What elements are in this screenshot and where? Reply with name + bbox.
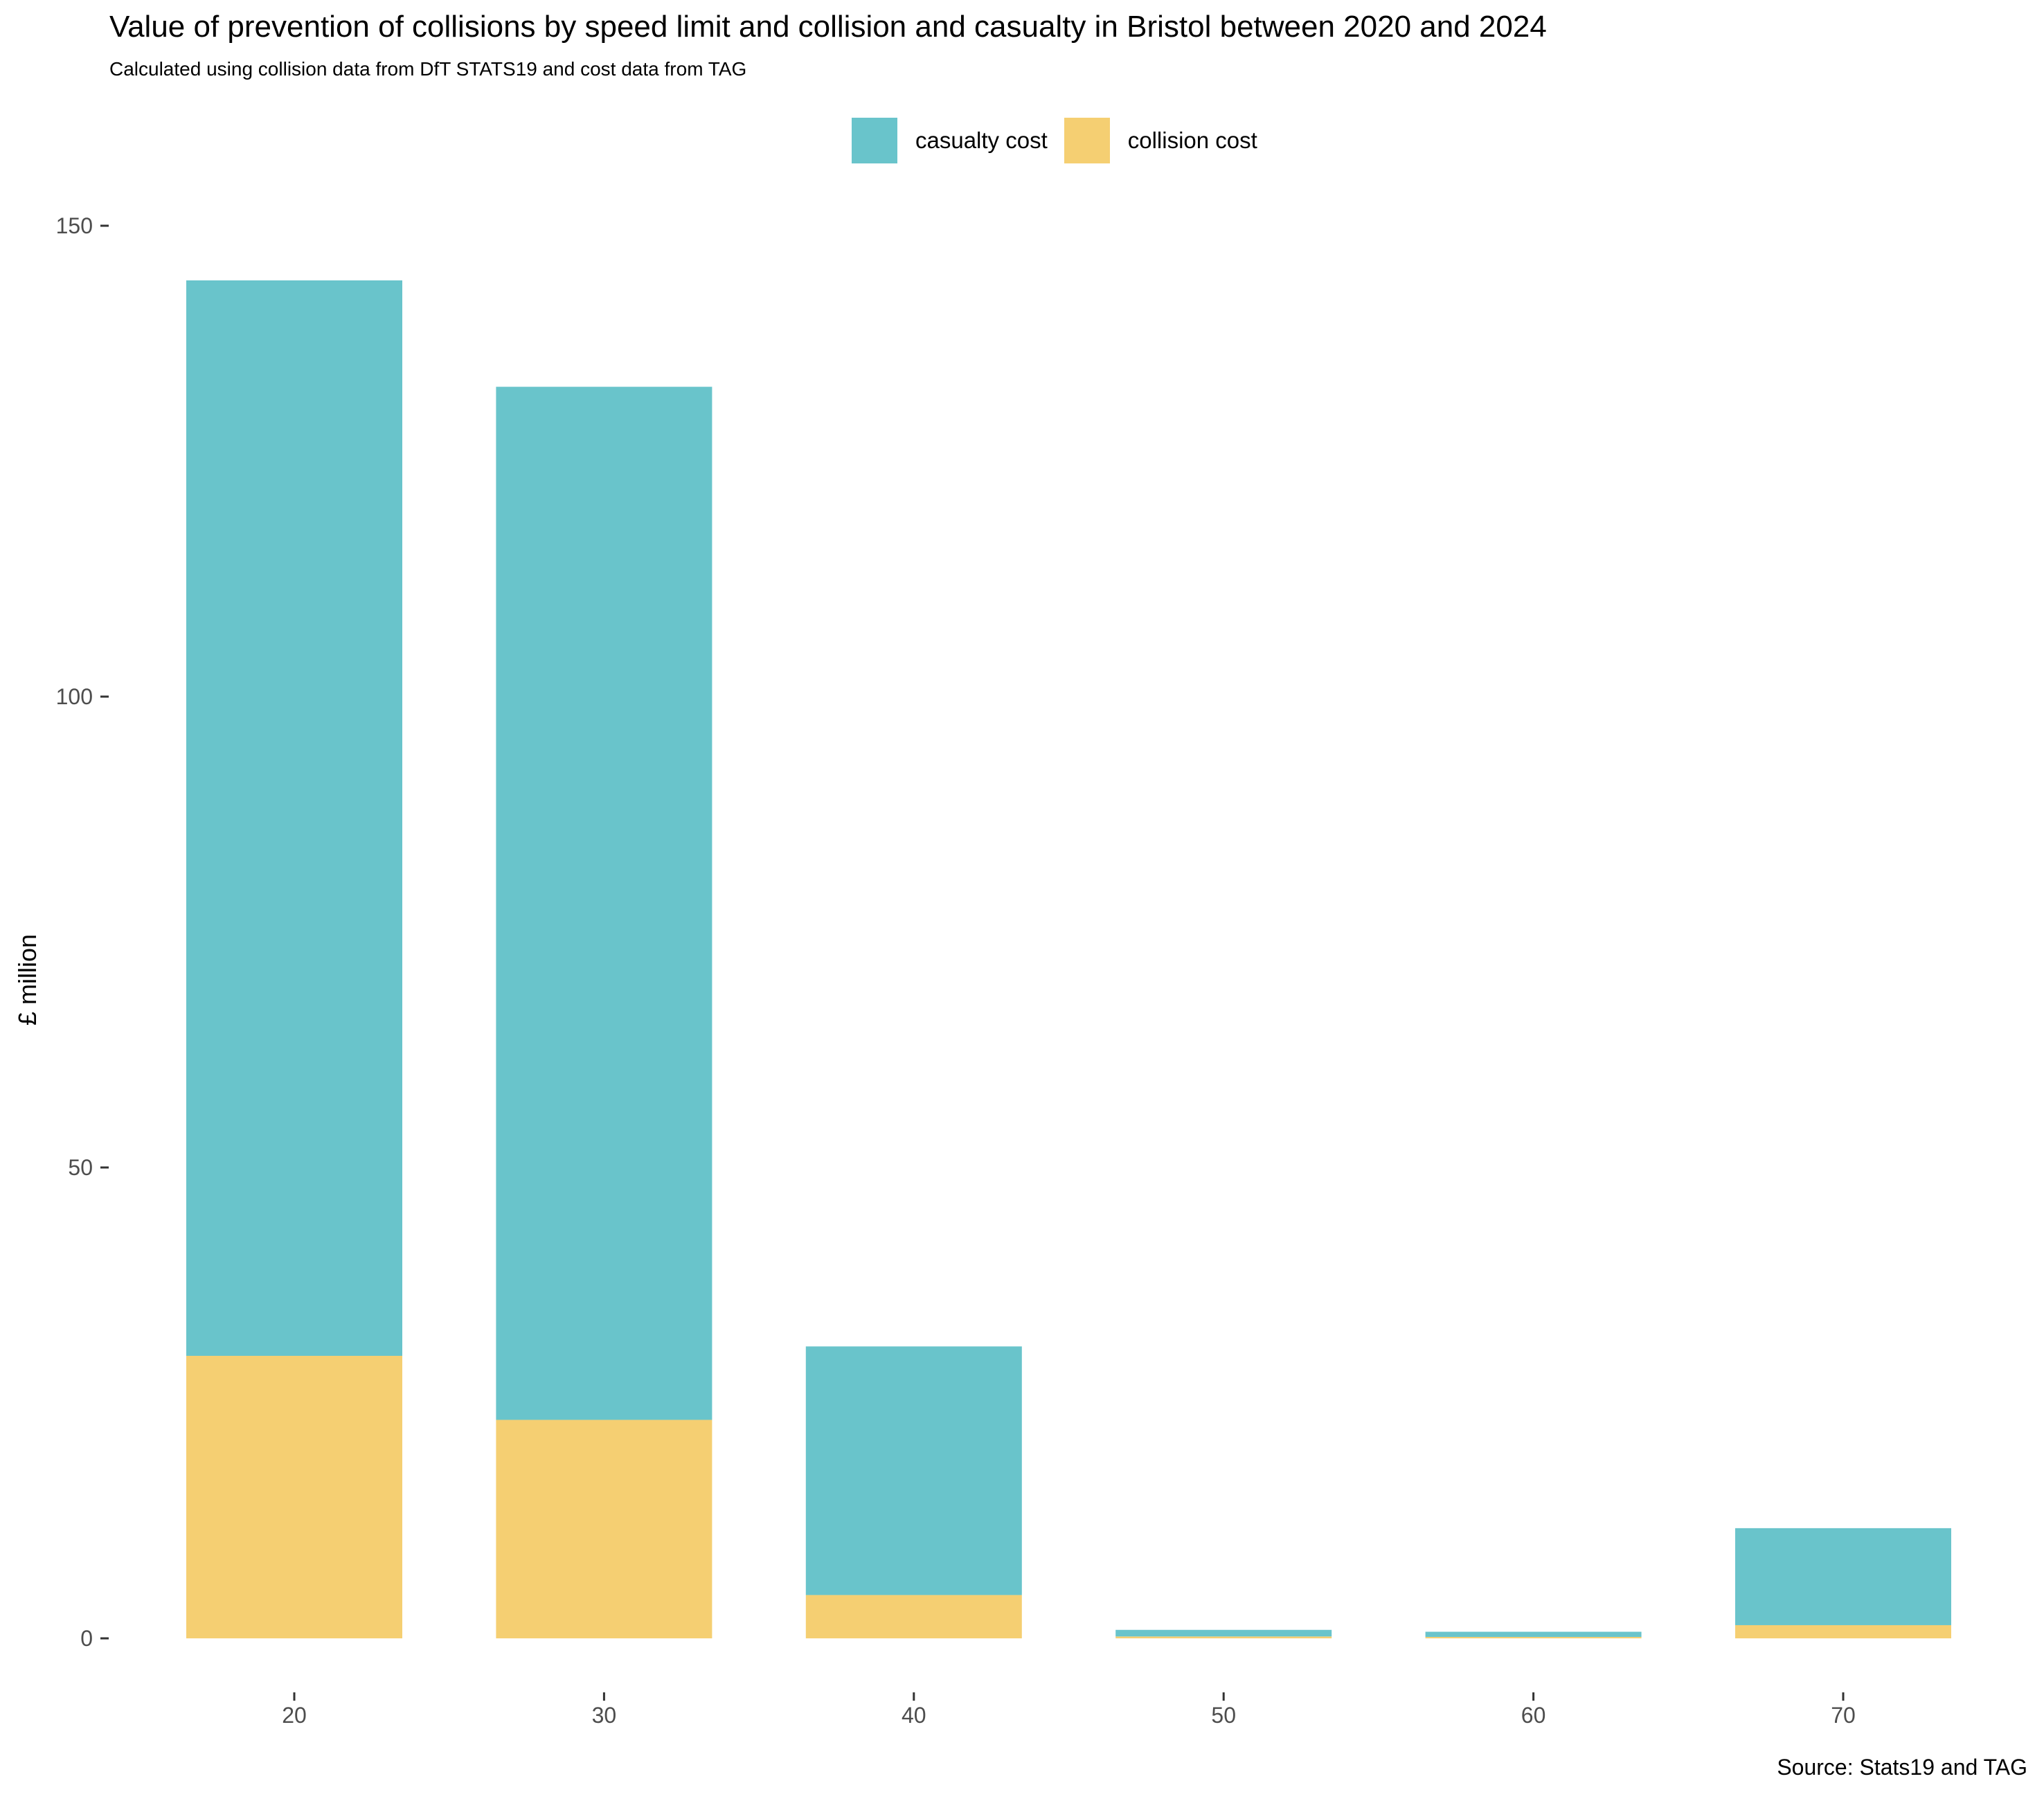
bar-collision-cost-70 bbox=[1735, 1625, 1951, 1638]
bar-collision-cost-20 bbox=[186, 1356, 402, 1638]
x-tick-label-70: 70 bbox=[1831, 1703, 1856, 1728]
x-tick-label-30: 30 bbox=[592, 1703, 617, 1728]
bar-collision-cost-30 bbox=[496, 1420, 712, 1638]
legend-swatch-casualty bbox=[852, 118, 897, 163]
source-caption: Source: Stats19 and TAG bbox=[1777, 1755, 2027, 1780]
x-tick-label-20: 20 bbox=[282, 1703, 307, 1728]
legend-swatch-collision bbox=[1064, 118, 1110, 163]
y-tick-label-150: 150 bbox=[56, 213, 93, 238]
legend-label-casualty: casualty cost bbox=[915, 127, 1048, 153]
x-tick-label-60: 60 bbox=[1521, 1703, 1546, 1728]
x-tick-label-40: 40 bbox=[902, 1703, 926, 1728]
bar-casualty-cost-40 bbox=[805, 1346, 1022, 1595]
chart-title: Value of prevention of collisions by spe… bbox=[109, 10, 1547, 44]
bar-casualty-cost-20 bbox=[186, 280, 402, 1356]
legend-item-casualty: casualty cost bbox=[852, 118, 1048, 163]
bar-collision-cost-40 bbox=[805, 1595, 1022, 1638]
bar-casualty-cost-50 bbox=[1115, 1629, 1332, 1637]
y-tick-label-50: 50 bbox=[68, 1155, 93, 1180]
bar-casualty-cost-30 bbox=[496, 386, 712, 1420]
legend-label-collision: collision cost bbox=[1127, 127, 1257, 153]
bar-collision-cost-50 bbox=[1115, 1636, 1332, 1638]
x-tick-label-50: 50 bbox=[1211, 1703, 1236, 1728]
legend-item-collision: collision cost bbox=[1064, 118, 1257, 163]
chart-subtitle: Calculated using collision data from DfT… bbox=[109, 58, 747, 80]
y-tick-label-0: 0 bbox=[80, 1626, 93, 1651]
legend: casualty cost collision cost bbox=[852, 118, 1274, 163]
bar-casualty-cost-70 bbox=[1735, 1528, 1951, 1625]
bar-collision-cost-60 bbox=[1425, 1636, 1642, 1638]
bar-casualty-cost-60 bbox=[1425, 1631, 1642, 1637]
y-tick-label-100: 100 bbox=[56, 684, 93, 709]
